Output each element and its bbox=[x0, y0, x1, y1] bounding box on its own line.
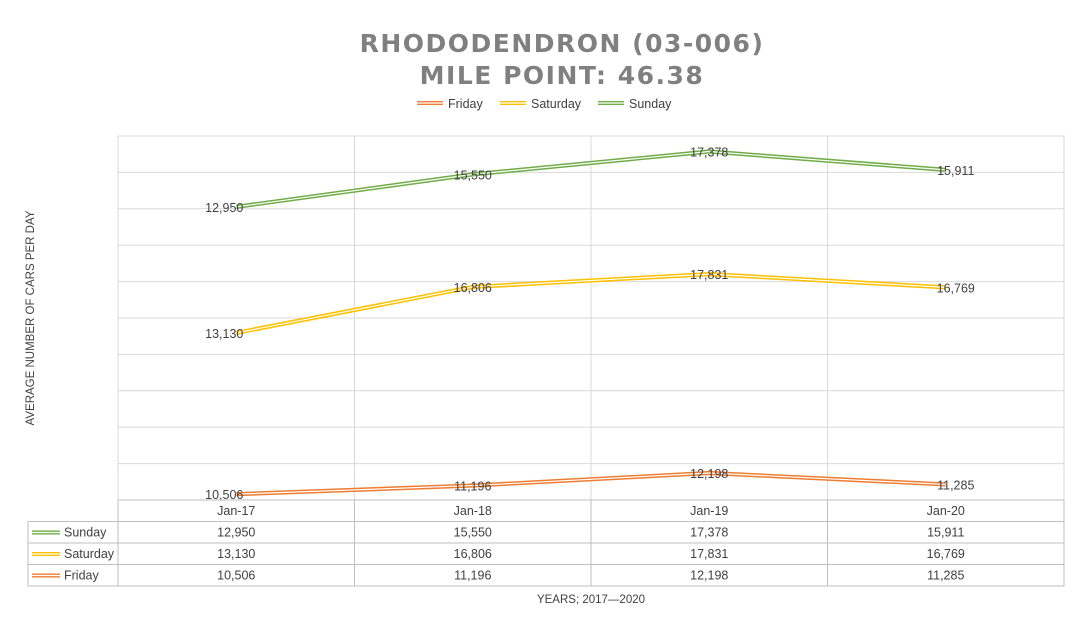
table-cell: 17,378 bbox=[690, 526, 728, 540]
chart-title: RHODODENDRON (03-006) bbox=[360, 29, 765, 58]
legend-label: Friday bbox=[448, 97, 483, 111]
table-cell: 15,550 bbox=[454, 526, 492, 540]
data-label-saturday: 16,806 bbox=[454, 281, 492, 295]
data-label-saturday: 17,831 bbox=[690, 268, 728, 282]
legend-label: Sunday bbox=[629, 97, 672, 111]
legend-label: Saturday bbox=[531, 97, 582, 111]
data-label-sunday: 12,950 bbox=[205, 201, 243, 215]
table-row-friday: Friday 10,506 11,196 12,198 11,285 bbox=[32, 569, 964, 583]
x-tick-label: Jan-20 bbox=[927, 504, 965, 518]
grid bbox=[118, 136, 1064, 500]
table-row-sunday: Sunday 12,950 15,550 17,378 15,911 bbox=[32, 526, 964, 540]
chart-subtitle: MILE POINT: 46.38 bbox=[420, 61, 705, 90]
table-cell: 11,285 bbox=[927, 569, 964, 583]
table-cell: 16,769 bbox=[927, 547, 965, 561]
table-cell: 12,198 bbox=[690, 569, 728, 583]
table-cell: 10,506 bbox=[217, 569, 255, 583]
legend-item-sunday: Sunday bbox=[598, 97, 672, 111]
data-label-saturday: 16,769 bbox=[937, 281, 975, 295]
table-cell: 13,130 bbox=[217, 547, 255, 561]
x-tick-label: Jan-19 bbox=[690, 504, 728, 518]
table-series-name: Friday bbox=[64, 569, 99, 583]
data-label-sunday: 17,378 bbox=[690, 146, 728, 160]
table-cell: 11,196 bbox=[454, 569, 491, 583]
x-tick-label: Jan-18 bbox=[454, 504, 492, 518]
x-axis-label: YEARS; 2017—2020 bbox=[537, 594, 645, 606]
data-labels: 10,50611,19612,19811,28513,13016,80617,8… bbox=[205, 146, 975, 503]
table-series-name: Saturday bbox=[64, 547, 115, 561]
y-axis-label: AVERAGE NUMBER OF CARS PER DAY bbox=[25, 210, 37, 425]
x-tick-label: Jan-17 bbox=[217, 504, 255, 518]
legend-item-saturday: Saturday bbox=[500, 97, 582, 111]
data-table: Jan-17 Jan-18 Jan-19 Jan-20 Sunday 12,950 15,5… bbox=[28, 500, 1064, 586]
data-label-saturday: 13,130 bbox=[205, 327, 243, 341]
legend-item-friday: Friday bbox=[417, 97, 483, 111]
data-label-sunday: 15,550 bbox=[454, 168, 492, 182]
table-cell: 16,806 bbox=[454, 547, 492, 561]
table-series-name: Sunday bbox=[64, 526, 107, 540]
table-cell: 17,831 bbox=[690, 547, 728, 561]
data-label-friday: 11,285 bbox=[937, 478, 974, 492]
data-label-friday: 11,196 bbox=[454, 480, 491, 494]
legend: Friday Saturday Sunday bbox=[417, 97, 672, 111]
table-cell: 12,950 bbox=[217, 526, 255, 540]
table-cell: 15,911 bbox=[927, 526, 964, 540]
data-label-sunday: 15,911 bbox=[937, 164, 974, 178]
data-label-friday: 12,198 bbox=[690, 467, 728, 481]
table-row-saturday: Saturday 13,130 16,806 17,831 16,769 bbox=[32, 547, 965, 561]
